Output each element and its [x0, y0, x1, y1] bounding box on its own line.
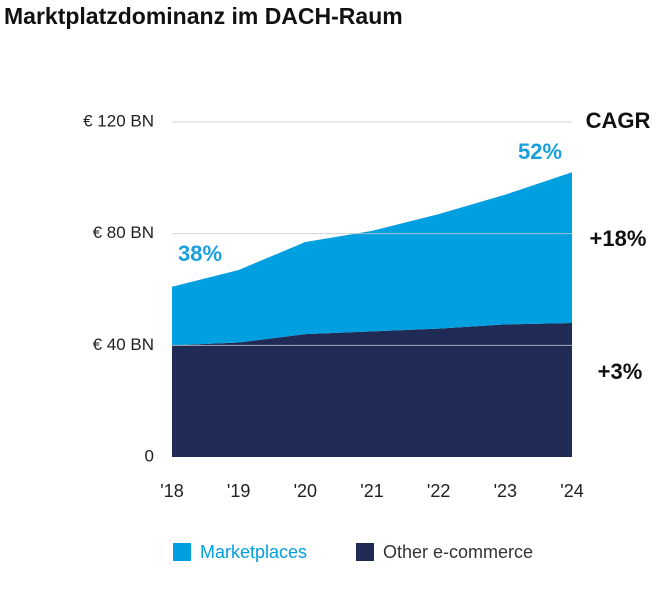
y-tick-label: € 40 BN	[93, 335, 154, 354]
x-tick-label: '24	[560, 481, 583, 501]
legend-label: Marketplaces	[200, 542, 307, 562]
y-tick-label: € 80 BN	[93, 223, 154, 242]
x-tick-label: '23	[494, 481, 517, 501]
area	[172, 172, 572, 346]
x-tick-label: '22	[427, 481, 450, 501]
legend-swatch	[356, 543, 374, 561]
y-tick-label: 0	[145, 446, 154, 465]
x-tick-label: '21	[360, 481, 383, 501]
annotation: 38%	[178, 241, 222, 266]
x-tick-label: '20	[294, 481, 317, 501]
x-tick-label: '18	[160, 481, 183, 501]
legend-label: Other e-commerce	[383, 542, 533, 562]
annotation: +3%	[598, 359, 643, 384]
annotation: +18%	[590, 226, 647, 251]
y-tick-label: € 120 BN	[83, 111, 154, 130]
x-tick-label: '19	[227, 481, 250, 501]
legend-swatch	[173, 543, 191, 561]
annotation: CAGR	[586, 108, 651, 133]
annotation: 52%	[518, 139, 562, 164]
chart-title: Marktplatzdominanz im DACH-Raum	[4, 3, 403, 29]
area	[172, 323, 572, 457]
